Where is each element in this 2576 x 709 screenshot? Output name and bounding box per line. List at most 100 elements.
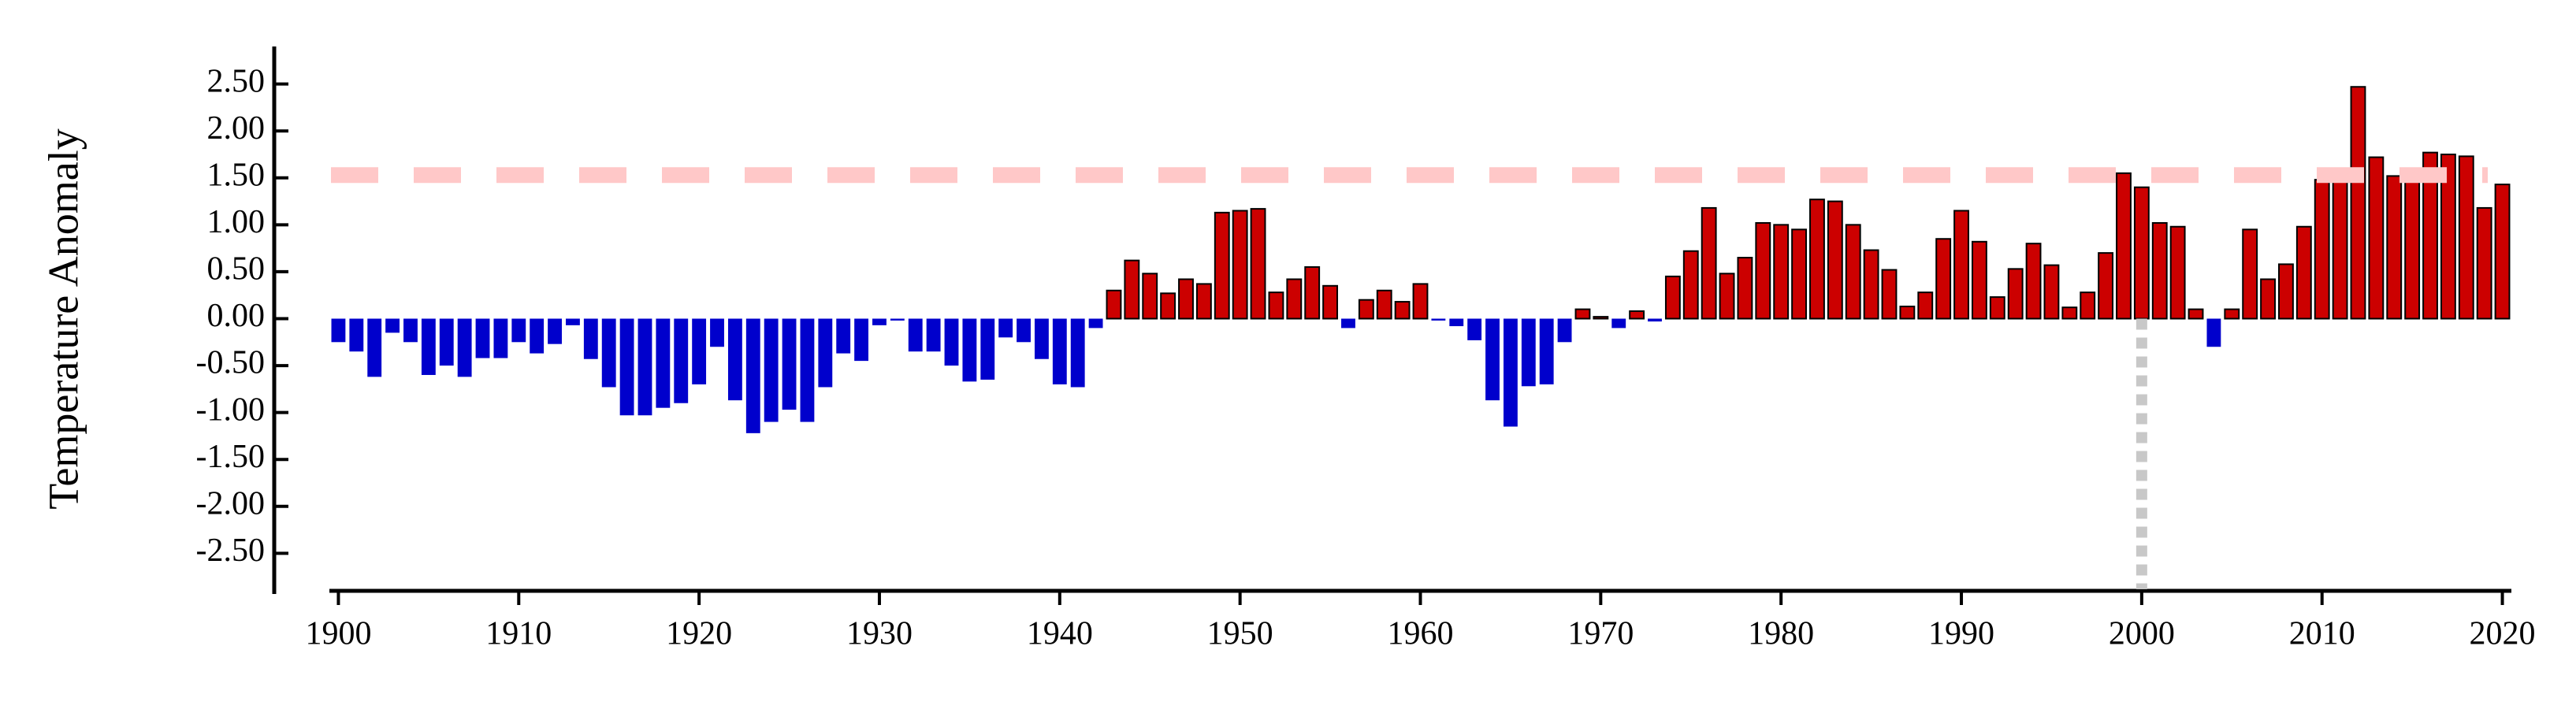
x-tick-label: 1930 bbox=[846, 616, 913, 652]
y-tick-label: 1.00 bbox=[207, 204, 266, 240]
y-tick-label: -2.50 bbox=[196, 533, 266, 569]
bar bbox=[2368, 156, 2385, 320]
bar bbox=[1124, 259, 1140, 320]
bar bbox=[1160, 292, 1176, 320]
bar bbox=[2080, 291, 2096, 320]
bar bbox=[1195, 283, 1212, 320]
bar bbox=[530, 318, 545, 354]
bar bbox=[1989, 296, 2005, 320]
bar bbox=[1935, 238, 1952, 320]
bar bbox=[1557, 318, 1572, 343]
bar bbox=[403, 318, 418, 343]
bar bbox=[980, 318, 995, 380]
bar bbox=[764, 318, 779, 422]
y-tick-label: -2.00 bbox=[196, 485, 266, 522]
bar bbox=[548, 318, 562, 344]
bar bbox=[854, 318, 869, 362]
y-tick-label: 0.50 bbox=[207, 251, 266, 288]
bar bbox=[1503, 318, 1518, 427]
bar bbox=[1953, 210, 1969, 320]
bar bbox=[2404, 179, 2421, 320]
x-tick-label: 2010 bbox=[2289, 616, 2355, 652]
bar bbox=[2295, 225, 2312, 320]
bar bbox=[2440, 154, 2456, 320]
bar bbox=[511, 318, 526, 343]
bar bbox=[457, 318, 472, 377]
bar bbox=[1467, 318, 1482, 340]
bar bbox=[656, 318, 671, 408]
bar bbox=[1449, 318, 1464, 327]
bar bbox=[601, 318, 616, 388]
bar bbox=[2061, 306, 2078, 320]
bar bbox=[2476, 206, 2492, 320]
bar bbox=[1394, 301, 1411, 320]
bar bbox=[439, 318, 454, 366]
bar bbox=[1106, 289, 1122, 320]
bar bbox=[1376, 289, 1392, 320]
bar bbox=[1719, 273, 1735, 320]
bar bbox=[890, 318, 905, 321]
bar bbox=[2224, 308, 2240, 320]
bar bbox=[1341, 318, 1355, 329]
bar bbox=[1088, 318, 1103, 329]
bar bbox=[1485, 318, 1500, 401]
bar bbox=[1917, 291, 1934, 320]
bar bbox=[349, 318, 364, 352]
bar bbox=[1611, 318, 1626, 329]
bar bbox=[2332, 172, 2348, 320]
bar bbox=[2116, 172, 2132, 320]
bar bbox=[2169, 225, 2186, 320]
bar bbox=[1629, 310, 1645, 320]
bar bbox=[944, 318, 959, 366]
bar bbox=[493, 318, 508, 358]
bar bbox=[1539, 318, 1554, 384]
bar bbox=[2242, 228, 2258, 320]
bar bbox=[962, 318, 977, 382]
bar bbox=[818, 318, 833, 388]
bar bbox=[2025, 243, 2042, 320]
x-tick-label: 1910 bbox=[485, 616, 552, 652]
bar bbox=[926, 318, 941, 352]
bar bbox=[1574, 308, 1591, 320]
bar bbox=[2043, 264, 2060, 320]
y-tick-label: -0.50 bbox=[196, 345, 266, 381]
bar bbox=[998, 318, 1013, 338]
y-tick-label: 2.00 bbox=[207, 110, 266, 147]
bar bbox=[2278, 263, 2294, 320]
x-tick-label: 2020 bbox=[2470, 616, 2536, 652]
y-tick-label: 0.00 bbox=[207, 298, 266, 334]
bar bbox=[475, 318, 490, 358]
y-tick-label: 1.50 bbox=[207, 157, 266, 193]
bar bbox=[1142, 273, 1158, 320]
bar bbox=[1178, 278, 1194, 320]
bar bbox=[1755, 221, 1771, 320]
bar bbox=[2188, 308, 2204, 320]
bar bbox=[1845, 224, 1861, 320]
bar bbox=[1791, 228, 1807, 320]
bar bbox=[2422, 151, 2438, 320]
bar bbox=[367, 318, 382, 377]
bar bbox=[2314, 179, 2330, 320]
bar bbox=[1070, 318, 1085, 388]
bar bbox=[782, 318, 797, 410]
x-tick-label: 1950 bbox=[1207, 616, 1273, 652]
y-tick-label: 2.50 bbox=[207, 63, 266, 99]
bar bbox=[836, 318, 851, 354]
bar bbox=[1431, 318, 1446, 321]
bar bbox=[1899, 306, 1916, 320]
bar bbox=[1412, 283, 1429, 320]
x-tick-label: 1970 bbox=[1567, 616, 1634, 652]
bar bbox=[2494, 184, 2511, 320]
bar bbox=[619, 318, 634, 416]
x-tick-label: 1920 bbox=[666, 616, 732, 652]
bar bbox=[1664, 275, 1681, 320]
bar bbox=[710, 318, 724, 347]
bar bbox=[1232, 210, 1248, 320]
bar bbox=[2133, 186, 2150, 320]
bar bbox=[1250, 208, 1266, 320]
y-tick-label: -1.00 bbox=[196, 392, 266, 428]
bar bbox=[566, 318, 580, 325]
bar bbox=[1682, 250, 1699, 320]
x-tick-label: 1990 bbox=[1928, 616, 1994, 652]
